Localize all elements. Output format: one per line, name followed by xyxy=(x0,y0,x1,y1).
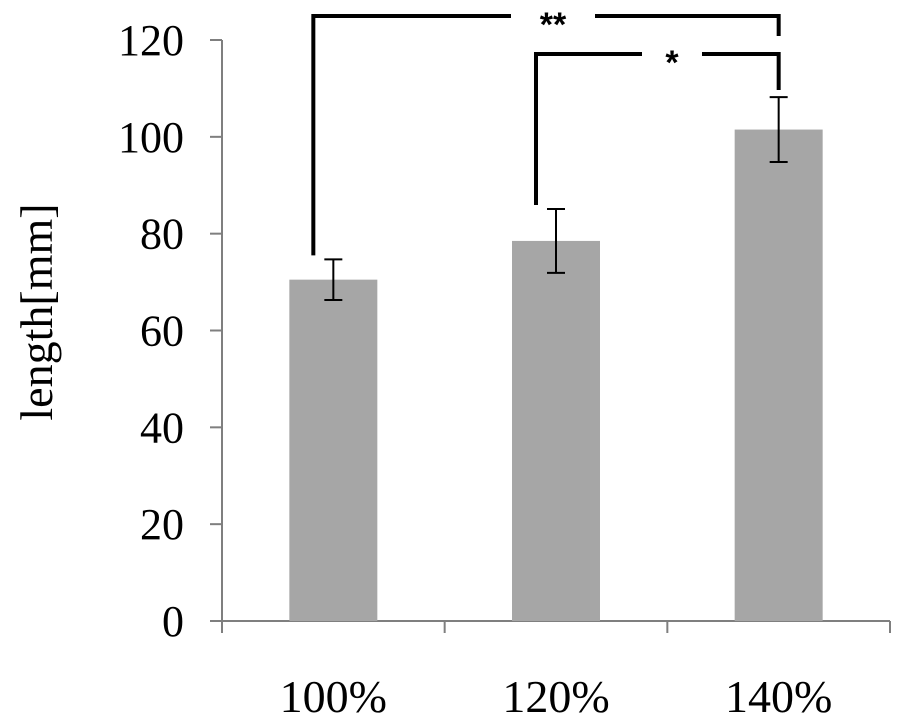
y-ticks: 0 20 40 60 80 100 120 xyxy=(118,16,222,646)
significance-bracket xyxy=(311,14,781,256)
x-ticks: 100% 120% 140% xyxy=(221,621,891,722)
y-tick-label: 20 xyxy=(140,500,184,549)
y-tick-label: 40 xyxy=(140,403,184,452)
bar xyxy=(289,279,378,621)
y-tick-label: 80 xyxy=(140,210,184,259)
x-category-label: 100% xyxy=(280,671,387,722)
x-category-label: 120% xyxy=(502,671,609,722)
significance-brackets: *** xyxy=(311,6,781,256)
bar xyxy=(734,129,823,621)
y-tick-label: 100 xyxy=(118,113,184,162)
significance-label: ** xyxy=(540,6,567,44)
x-category-label: 140% xyxy=(725,671,832,722)
bar xyxy=(512,240,600,621)
bars xyxy=(289,129,823,621)
y-tick-label: 0 xyxy=(162,597,184,646)
y-tick-label: 60 xyxy=(140,307,184,356)
significance-label: * xyxy=(665,44,679,82)
y-axis-label: length[mm] xyxy=(11,203,62,420)
significance-bracket xyxy=(534,52,781,205)
y-tick-label: 120 xyxy=(118,16,184,65)
error-bars xyxy=(324,96,788,301)
